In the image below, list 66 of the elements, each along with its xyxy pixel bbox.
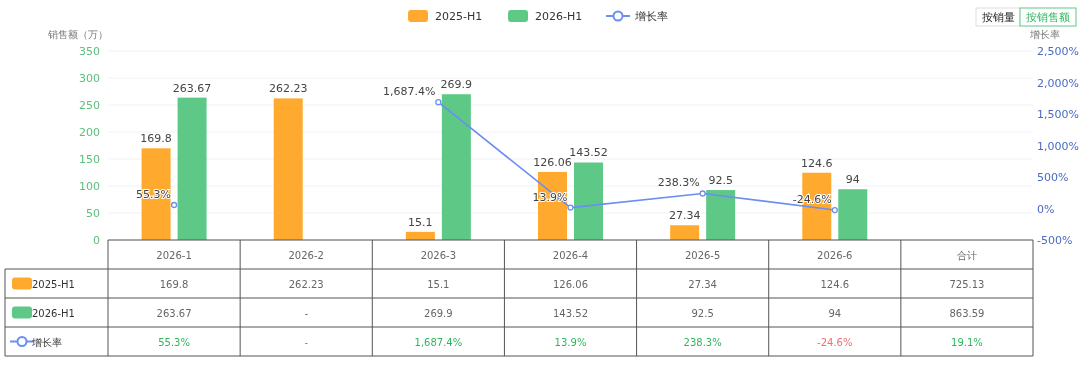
y2-tick-label: 500%: [1037, 171, 1069, 184]
legend-label: 2026-H1: [535, 10, 583, 23]
data-label: 169.8: [159, 278, 189, 290]
y-tick-label: 150: [79, 153, 100, 166]
text: 143.52: [569, 146, 608, 160]
text: 按销量: [981, 11, 1015, 24]
data-label: 124.6: [820, 278, 850, 290]
text: 2026-H1: [32, 307, 75, 319]
y-tick-label: 100: [79, 180, 100, 193]
text: 725.13: [949, 278, 985, 290]
y2-axis-title: 增长率: [1029, 29, 1060, 40]
text: -: [304, 336, 309, 348]
data-label: 263.67: [156, 307, 192, 319]
x-tick-label: 2026-3: [420, 249, 457, 261]
y-tick-label: 250: [79, 99, 100, 112]
x-tick-label: 合计: [956, 249, 977, 261]
text: 269.9: [440, 78, 473, 92]
text: 2025-H1: [32, 278, 75, 290]
data-label: 238.3%: [683, 336, 722, 348]
text: 15.1: [408, 215, 433, 229]
text: 1,687.4%: [382, 85, 436, 99]
text: 263.67: [172, 81, 212, 95]
y-tick-label: 300: [79, 72, 100, 85]
text: 126.06: [533, 155, 572, 169]
data-label: 55.3%: [158, 336, 190, 348]
y2-tick-label: 1,000%: [1037, 139, 1079, 153]
text: 按销售额: [1026, 11, 1070, 24]
data-label: 15.1: [427, 278, 450, 290]
y2-tick-label: 2,000%: [1037, 76, 1079, 90]
y-tick-label: 200: [79, 126, 100, 139]
data-label: 13.9%: [554, 336, 587, 348]
text: 262.23: [268, 82, 308, 96]
y2-tick-label: 0%: [1037, 202, 1055, 216]
data-label: 269.9: [424, 307, 453, 319]
y-tick-label: 50: [86, 207, 100, 220]
data-label: 94: [828, 307, 842, 319]
legend-label: 2025-H1: [435, 10, 483, 23]
data-label: 143.52: [553, 307, 588, 319]
data-label: -24.6%: [817, 336, 853, 348]
data-label: 27.34: [688, 278, 717, 290]
text: 27.34: [668, 209, 701, 223]
data-label: 92.5: [691, 307, 714, 319]
y2-tick-label: 1,500%: [1037, 108, 1079, 121]
data-label: 126.06: [553, 278, 588, 290]
data-label: 262.23: [288, 278, 324, 290]
x-tick-label: 2026-5: [684, 249, 721, 261]
text: 169.8: [140, 132, 172, 146]
y2-tick-label: 2,500%: [1037, 45, 1079, 58]
text: 增长率: [32, 336, 62, 348]
text: 238.3%: [657, 176, 700, 190]
y-tick-label: 350: [79, 45, 100, 58]
legend-label: 增长率: [634, 10, 668, 23]
y-tick-label: 0: [93, 234, 100, 247]
x-tick-label: 2026-6: [817, 249, 853, 261]
text: 94: [845, 173, 860, 187]
text: 863.59: [949, 307, 985, 319]
text: -: [304, 307, 309, 319]
y2-tick-label: -500%: [1037, 234, 1073, 247]
data-label: 1,687.4%: [414, 336, 463, 348]
text: 124.6: [801, 156, 833, 170]
x-tick-label: 2026-4: [552, 249, 589, 261]
x-tick-label: 2026-1: [156, 249, 192, 261]
x-tick-label: 2026-2: [288, 249, 324, 261]
y-axis-title: 销售额（万）: [47, 29, 108, 40]
text: 19.1%: [951, 336, 983, 348]
text: 92.5: [708, 174, 733, 188]
